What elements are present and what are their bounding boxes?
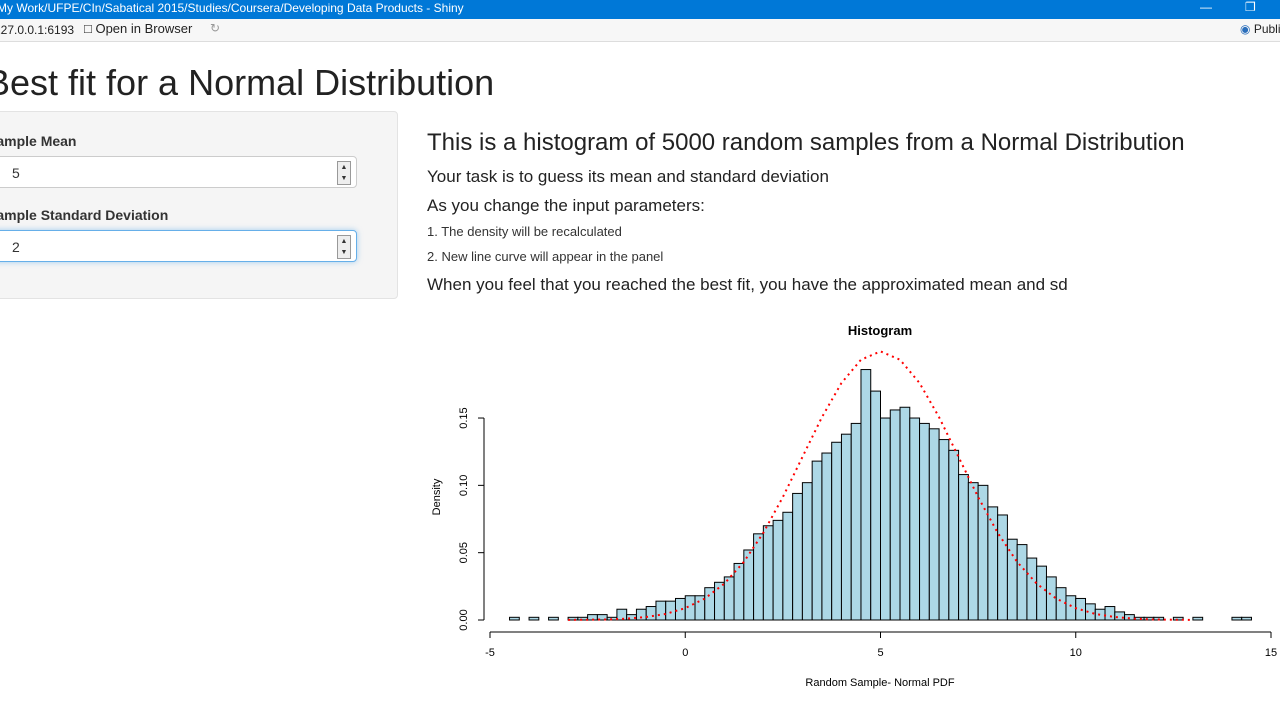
- bar: [509, 616, 520, 621]
- minimize-button[interactable]: —: [1200, 0, 1212, 14]
- spinner[interactable]: ▲ ▼: [337, 161, 351, 185]
- bar: [987, 506, 999, 621]
- paragraph: Your task is to guess its mean and stand…: [427, 167, 829, 186]
- y-tick-label: 0.15: [458, 407, 470, 428]
- window-title: My Work/UFPE/CIn/Sabatical 2015/Studies/…: [0, 1, 464, 15]
- bar: [548, 616, 559, 621]
- paragraph: When you feel that you reached the best …: [427, 275, 1068, 294]
- bar: [1016, 544, 1028, 621]
- bar: [801, 482, 813, 621]
- bar: [1026, 557, 1038, 621]
- publish[interactable]: ◉ Publish: [1240, 22, 1280, 36]
- numeric-input[interactable]: 2 ▲ ▼: [0, 230, 357, 262]
- list-item: 1. The density will be recalculated: [427, 224, 622, 239]
- x-tick-label: -5: [485, 647, 495, 659]
- bar: [1065, 595, 1077, 621]
- bar: [840, 433, 852, 621]
- y-axis-label: Density: [431, 478, 443, 515]
- bar: [1075, 597, 1087, 621]
- heading: This is a histogram of 5000 random sampl…: [427, 129, 1185, 156]
- bar: [723, 576, 735, 621]
- bar: [811, 460, 823, 621]
- publish-label[interactable]: Publish: [1253, 22, 1280, 36]
- bar: [616, 608, 628, 621]
- input-value: 2: [12, 239, 20, 255]
- x-axis-label: Random Sample- Normal PDF: [805, 677, 954, 689]
- refresh-button[interactable]: ↻: [210, 21, 221, 35]
- bar: [528, 616, 540, 621]
- spinner[interactable]: ▲ ▼: [337, 235, 351, 259]
- chart-title: Histogram: [848, 323, 912, 338]
- bar: [938, 439, 950, 621]
- toolbar: 127.0.0.1:6193 □ Open in Browser ↻ ◉ Pub…: [0, 19, 1280, 42]
- bar: [1231, 616, 1243, 621]
- bar: [655, 600, 667, 621]
- bar: [919, 422, 930, 621]
- open-browser[interactable]: □ Open in Browser: [84, 21, 193, 36]
- address: 127.0.0.1:6193: [0, 23, 75, 37]
- bar: [772, 519, 784, 621]
- bar: [948, 449, 960, 621]
- bar: [1172, 616, 1184, 621]
- bar: [1104, 606, 1116, 621]
- x-tick-label: 15: [1265, 647, 1277, 659]
- y-tick-label: 0.10: [458, 475, 470, 496]
- x-tick-label: 10: [1070, 647, 1082, 659]
- title-bar: My Work/UFPE/CIn/Sabatical 2015/Studies/…: [0, 0, 1280, 19]
- bar: [1094, 608, 1106, 621]
- bar: [753, 533, 764, 621]
- bar: [684, 595, 696, 621]
- bar: [889, 409, 901, 621]
- bar: [880, 417, 891, 621]
- bar: [1192, 616, 1204, 621]
- input-value: 5: [12, 165, 20, 181]
- bar: [743, 549, 755, 621]
- page-title: Best fit for a Normal Distribution: [0, 62, 495, 103]
- bar: [674, 597, 686, 621]
- bar: [997, 514, 1008, 621]
- bar: [958, 474, 969, 621]
- bar: [870, 390, 881, 621]
- list-item: 2. New line curve will appear in the pan…: [427, 249, 664, 264]
- sidebar-panel: Sample Mean 5 ▲▼ Sample Standard Deviatio…: [0, 111, 398, 299]
- bar: [792, 492, 803, 621]
- bar: [762, 525, 774, 621]
- x-tick-label: 5: [877, 647, 883, 659]
- input-label: Sample Standard Deviation: [0, 207, 169, 223]
- bar: [714, 581, 725, 621]
- bar: [645, 606, 657, 621]
- bar: [665, 600, 676, 621]
- bar: [909, 417, 921, 621]
- x-tick-label: 0: [682, 647, 688, 659]
- histogram-chart: Histogram Random Sample- Normal PDF Dens…: [431, 323, 1277, 689]
- bar: [821, 452, 833, 621]
- bar: [1055, 587, 1067, 621]
- open-browser-label[interactable]: Open in Browser: [95, 21, 193, 36]
- paragraph: As you change the input parameters:: [427, 196, 705, 215]
- input-label: Sample Mean: [0, 133, 77, 149]
- bar: [1241, 616, 1252, 621]
- y-tick-label: 0.00: [458, 609, 470, 630]
- bar: [782, 511, 794, 621]
- y-tick-label: 0.05: [458, 542, 470, 563]
- bar: [977, 484, 989, 621]
- bar: [1036, 565, 1047, 621]
- bar: [831, 441, 842, 621]
- bar: [967, 482, 979, 621]
- bar: [1114, 611, 1126, 621]
- restore-button[interactable]: ❐: [1245, 0, 1256, 14]
- bar: [850, 422, 862, 621]
- bar: [928, 428, 940, 621]
- bar: [899, 406, 911, 621]
- numeric-input[interactable]: 5 ▲ ▼: [0, 156, 357, 188]
- bar: [860, 369, 872, 621]
